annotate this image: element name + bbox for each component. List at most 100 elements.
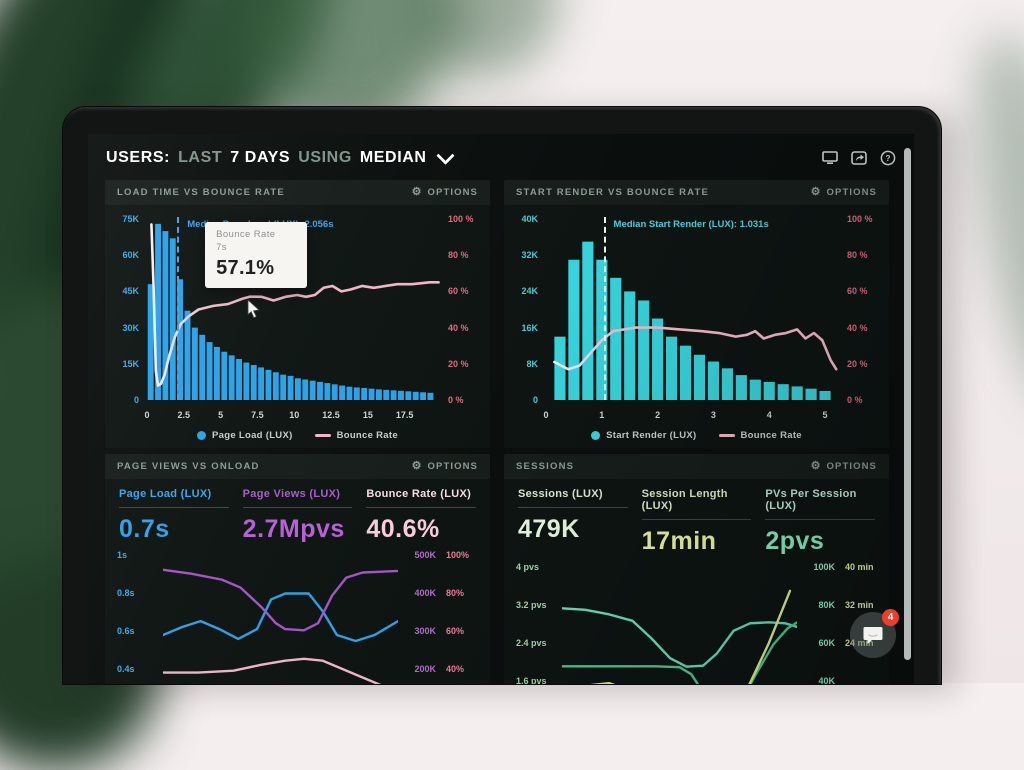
axis-tick: 2.5 (177, 410, 191, 420)
bar (309, 380, 316, 400)
metric-sessions[interactable]: Sessions (LUX) 479K (518, 488, 628, 556)
bar (610, 277, 622, 400)
legend-item[interactable]: Page Load (LUX) (197, 430, 293, 441)
chart-load-time[interactable]: Bounce Rate 7s 57.1% 75K 60K 45K 30K 15K 0 100… (105, 205, 490, 448)
axis-tick: 40 % (448, 322, 469, 333)
y-axis-right: 100 % 80 % 60 % 40 % 20 % 0 % (448, 214, 482, 405)
axis-tick: 100% (446, 550, 470, 560)
axis-tick-pair: 80K 32 min (805, 600, 883, 610)
y-axis-left: 75K 60K 45K 30K 15K 0 (113, 214, 139, 405)
axis-tick-pair: 200K 40% (406, 664, 484, 674)
options-button[interactable]: ⚙ OPTIONS (411, 460, 478, 473)
help-icon[interactable]: ? (879, 150, 896, 167)
axis-tick: 3 (710, 410, 716, 420)
y-axis-left: 40K 32K 24K 16K 8K 0 (512, 214, 538, 405)
metric-session-length[interactable]: Session Length (LUX) 17min (641, 488, 752, 556)
tooltip-title: Bounce Rate (216, 229, 276, 240)
median-marker (177, 217, 180, 400)
axis-tick: 500K (414, 550, 436, 560)
plot-area[interactable]: Median Start Render (LUX): 1.031s (546, 217, 839, 400)
gear-icon: ⚙ (411, 186, 423, 198)
y-axis-right: 100 % 80 % 60 % 40 % 20 % 0 % (847, 214, 881, 405)
chat-bubble-icon (863, 627, 883, 644)
tooltip-value: 57.1% (216, 256, 275, 279)
bar (375, 389, 382, 400)
options-button[interactable]: ⚙ OPTIONS (411, 186, 478, 199)
chart-canvas (546, 241, 839, 400)
panel-header: PAGE VIEWS VS ONLOAD ⚙ OPTIONS (105, 454, 490, 479)
panel-page-views: PAGE VIEWS VS ONLOAD ⚙ OPTIONS Page Load… (105, 454, 490, 684)
metric-page-load[interactable]: Page Load (LUX) 0.7s (119, 488, 229, 544)
chart-page-views[interactable]: 1s 0.8s 0.6s 0.4s 500K 100% 400K 80% 300K 60% 200K… (105, 544, 490, 684)
options-button[interactable]: ⚙ OPTIONS (810, 186, 877, 199)
line-series (151, 224, 438, 385)
axis-tick: 75K (122, 214, 139, 224)
line-marker (314, 434, 331, 437)
laptop: USERS: LAST 7 DAYS USING MEDIAN ? (62, 106, 942, 685)
legend-item[interactable]: Bounce Rate (314, 430, 398, 441)
bar (554, 336, 566, 400)
axis-tick: 2.4 pvs (516, 638, 547, 648)
metric-label: Page Load (LUX) (119, 488, 229, 508)
chat-widget-button[interactable]: 4 (850, 609, 899, 658)
bar (258, 367, 265, 400)
chart-canvas (147, 219, 440, 400)
panel-header: START RENDER VS BOUNCE RATE ⚙ OPTIONS (504, 180, 889, 205)
y-axis-left: 1s 0.8s 0.6s 0.4s (117, 550, 159, 674)
bar (805, 388, 817, 400)
chart-legend: Page Load (LUX) Bounce Rate (105, 430, 490, 441)
axis-tick: 5 (822, 410, 828, 420)
bar (427, 392, 434, 400)
metric-label: Session Length (LUX) (641, 488, 752, 520)
axis-tick: 0.4s (117, 664, 135, 674)
metric-page-views[interactable]: Page Views (LUX) 2.7Mpvs (242, 488, 353, 544)
panel-title: LOAD TIME VS BOUNCE RATE (117, 187, 285, 198)
bar (721, 368, 733, 400)
chevron-down-icon[interactable] (435, 145, 455, 165)
metrics-row: Sessions (LUX) 479K Session Length (LUX)… (504, 479, 889, 556)
line-marker (718, 434, 735, 437)
metric-pvs-per-session[interactable]: PVs Per Session (LUX) 2pvs (765, 488, 876, 556)
axis-tick-pair: 60K 24 min (805, 638, 883, 648)
vertical-scrollbar[interactable] (904, 148, 911, 660)
metric-label: Bounce Rate (LUX) (366, 488, 477, 508)
axis-tick: 0 (133, 394, 139, 405)
plot-area[interactable] (562, 560, 797, 684)
page-title[interactable]: USERS: LAST 7 DAYS USING MEDIAN (106, 145, 455, 167)
legend-item[interactable]: Start Render (LUX) (591, 430, 696, 441)
gear-icon: ⚙ (411, 460, 423, 472)
line-series (562, 608, 797, 666)
share-icon[interactable] (850, 150, 867, 167)
axis-tick: 80K (818, 600, 835, 610)
chart-start-render[interactable]: 40K 32K 24K 16K 8K 0 100 % 80 % 60 % 40 % 20 % 0 % M… (504, 205, 889, 448)
axis-tick-pair: 40K (805, 676, 883, 684)
metric-bounce-rate[interactable]: Bounce Rate (LUX) 40.6% (366, 488, 477, 544)
y-axis-left: 4 pvs 3.2 pvs 2.4 pvs 1.6 pvs (516, 562, 558, 684)
title-part: 7 DAYS (230, 149, 291, 166)
axis-tick: 32 min (845, 600, 874, 610)
monitor-icon[interactable] (821, 150, 838, 167)
axis-tick: 200K (414, 664, 436, 674)
plot-area[interactable] (163, 548, 398, 684)
panel-header: LOAD TIME VS BOUNCE RATE ⚙ OPTIONS (105, 180, 490, 205)
legend-item[interactable]: Bounce Rate (718, 430, 802, 441)
bar (250, 365, 257, 400)
axis-tick: 17.5 (395, 410, 414, 420)
app-header: USERS: LAST 7 DAYS USING MEDIAN ? (88, 134, 914, 178)
bar (749, 379, 761, 400)
bar (652, 318, 664, 400)
legend-label: Page Load (LUX) (212, 430, 293, 441)
x-axis: 0 1 2 3 4 5 (543, 410, 839, 422)
metric-value: 2.7Mpvs (242, 515, 345, 543)
chart-sessions[interactable]: 4 pvs 3.2 pvs 2.4 pvs 1.6 pvs 100K 40 min 80K 3… (504, 556, 889, 684)
chart-canvas (562, 560, 797, 684)
bar (368, 388, 375, 400)
bar (169, 238, 176, 400)
line-series (163, 659, 398, 684)
bar (243, 362, 250, 400)
title-part: LAST (178, 149, 223, 166)
axis-tick: 16K (521, 322, 538, 333)
axis-tick: 1s (117, 550, 128, 560)
chart-legend: Start Render (LUX) Bounce Rate (504, 430, 889, 441)
options-button[interactable]: ⚙ OPTIONS (810, 460, 877, 473)
